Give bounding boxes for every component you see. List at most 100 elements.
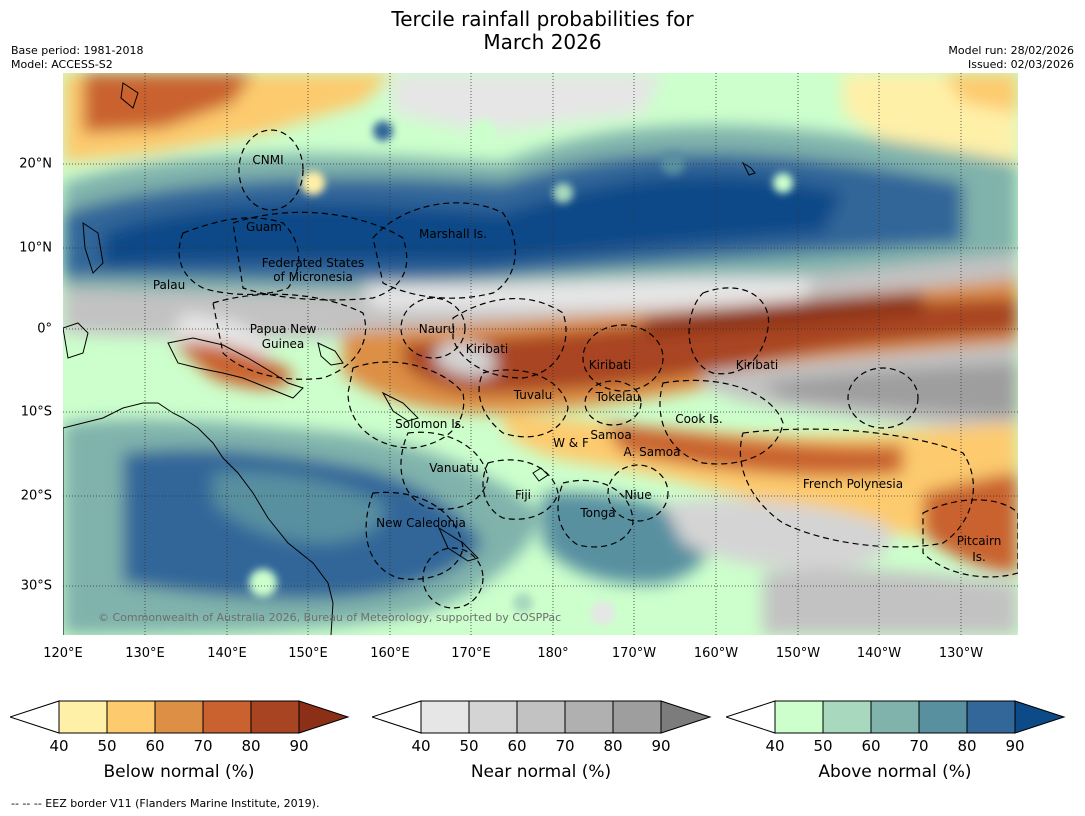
label-new-caledonia: New Caledonia [376,516,466,530]
eez-tokelau [584,380,642,426]
eez-norfolk [422,547,484,609]
lon-label-160w: 160°W [693,646,739,661]
new-guinea-coast [167,337,304,399]
lat-label-30s: 30°S [20,578,52,594]
colorbar-above-svg [726,700,1066,734]
eez-cook [659,379,784,465]
colorbar-near-title: Near normal (%) [470,762,612,782]
label-fiji: Fiji [515,488,531,502]
label-cook: Cook Is. [675,412,722,426]
colorbar-above-seg-4 [918,700,968,734]
eez-kiribati-east [688,287,770,375]
eez-marquesas [847,367,919,429]
colorbar-below-svg [10,700,350,734]
label-marshall: Marshall Is. [419,227,487,241]
label-kiribati-west: Kiribati [466,342,508,356]
colorbar-below-tick-50: 50 [97,737,117,755]
eez-nauru [400,297,466,359]
australia-coast [63,402,334,635]
colorbar-above-tick-60: 60 [861,737,881,755]
title-line-2: March 2026 [483,30,602,54]
borneo-coast [63,322,89,359]
label-french-polynesia: French Polynesia [803,477,903,491]
colorbar-below-tick-80: 80 [241,737,261,755]
colorbar-above-seg-5 [966,700,1016,734]
eez-marshall [372,202,516,299]
meta-left: Base period: 1981-2018 Model: ACCESS-S2 [11,44,143,72]
eez-solomon [347,361,465,449]
eez-footnote: -- -- -- EEZ border V11 (Flanders Marine… [11,797,320,810]
colorbar-near-seg-1 [420,700,470,734]
lon-label-120e: 120°E [43,646,83,661]
model-run: Model run: 28/02/2026 [948,44,1074,57]
label-guam: Guam [246,220,282,234]
colorbar-near-svg [372,700,712,734]
label-nauru: Nauru [419,322,455,336]
label-pitcairn-1: Pitcairn [957,534,1002,548]
eez-fsm [232,211,408,301]
lon-label-140e: 140°E [207,646,247,661]
philippines-coast [82,222,104,274]
colorbar-above-title: Above normal (%) [818,762,972,782]
eez-vanuatu [400,431,489,510]
label-fsm-2: of Micronesia [273,270,353,284]
colorbar-above-tick-40: 40 [765,737,785,755]
meta-right: Model run: 28/02/2026 Issued: 02/03/2026 [948,44,1074,72]
colorbar-near-tick-50: 50 [459,737,479,755]
model-name: Model: ACCESS-S2 [11,58,113,71]
colorbar-near-max-arrow [660,700,712,734]
solomon-coast [381,391,419,422]
colorbar-above-tick-90: 90 [1005,737,1025,755]
colorbar-near-tick-90: 90 [651,737,671,755]
lon-label-140w: 140°W [856,646,902,661]
colorbar-below-tick-70: 70 [193,737,213,755]
label-png-2: Guinea [262,337,305,351]
colorbar-near-tick-70: 70 [555,737,575,755]
issued-date: Issued: 02/03/2026 [967,58,1074,71]
eez-fiji [482,459,559,520]
label-palau: Palau [153,278,185,292]
eez-niue [607,464,669,522]
base-period: Base period: 1981-2018 [11,44,144,57]
eez-kiribati-central [582,324,664,392]
lon-label-170e: 170°E [451,646,491,661]
hawaii-coast [741,161,756,176]
colorbar-above-tick-80: 80 [957,737,977,755]
colorbar-above-seg-3 [870,700,920,734]
eez-new-caledonia [365,491,464,580]
label-wallis-futuna: W & F [553,436,589,450]
eez-pitcairn [922,499,1018,578]
colorbar-below-tick-60: 60 [145,737,165,755]
title-line-1: Tercile rainfall probabilities for [391,7,694,31]
colorbar-near-seg-5 [612,700,662,734]
colorbar-near-seg-3 [516,700,566,734]
label-vanuatu: Vanuatu [429,461,479,475]
label-samoa: Samoa [590,428,631,442]
colorbar-below-title: Below normal (%) [103,762,255,782]
eez-png [212,293,367,380]
colorbar-above-max-arrow [1014,700,1066,734]
lon-label-180: 180° [537,646,569,661]
map-title: Tercile rainfall probabilities for March… [0,8,1085,54]
lon-label-130e: 130°E [125,646,165,661]
label-niue: Niue [624,488,651,502]
colorbar-above-seg-2 [822,700,872,734]
colorbar-near-tick-60: 60 [507,737,527,755]
lon-label-150w: 150°W [775,646,821,661]
new-ireland-coast [317,342,344,366]
colorbar-above-min-arrow [726,700,776,734]
eez-cnmi [238,129,304,211]
label-tonga: Tonga [579,506,615,520]
label-solomon: Solomon Is. [395,417,465,431]
colorbar-near-tick-40: 40 [411,737,431,755]
noise-patches [249,119,793,625]
colorbar-below-seg-4 [202,700,252,734]
eez-tuvalu [478,369,569,438]
new-caledonia-coast [437,526,479,562]
coastlines [63,82,756,635]
colorbar-near-tick-80: 80 [603,737,623,755]
eez-palau [178,217,300,295]
colorbar-below-seg-2 [106,700,156,734]
lat-label-10s: 10°S [20,404,52,420]
label-tuvalu: Tuvalu [513,388,553,402]
